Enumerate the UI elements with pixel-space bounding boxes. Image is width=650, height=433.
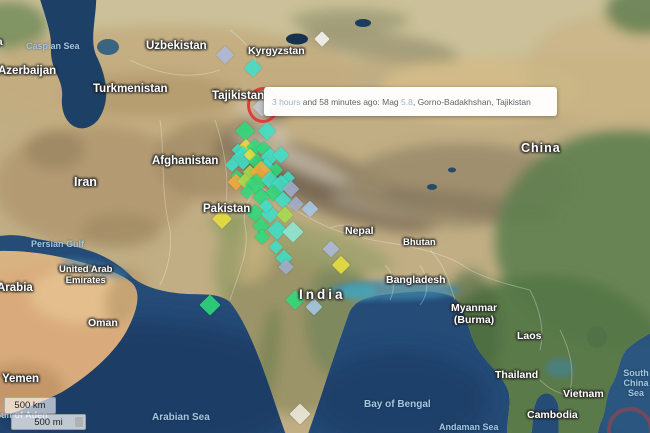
quake-marker[interactable]: [289, 403, 311, 425]
quake-marker[interactable]: [254, 229, 270, 245]
quake-marker[interactable]: [285, 290, 305, 310]
scale-bar-mi: 500 mi: [11, 414, 86, 430]
tooltip-segment: and 58 minutes ago: Mag: [300, 96, 402, 107]
quake-tooltip-text: 3 hours and 58 minutes ago: Mag 5.8, Gor…: [272, 97, 531, 107]
quake-marker[interactable]: [301, 200, 319, 218]
quake-marker[interactable]: [257, 121, 277, 141]
quake-marker[interactable]: [276, 206, 294, 224]
quake-marker[interactable]: [243, 58, 263, 78]
quake-marker[interactable]: [305, 298, 323, 316]
quake-marker[interactable]: [322, 240, 340, 258]
quake-marker[interactable]: [282, 221, 304, 243]
scale-mi-label: 500 mi: [34, 416, 63, 428]
tooltip-segment-muted: 3 hours: [272, 96, 301, 107]
scale-notch: [75, 417, 83, 427]
scale-km-label: 500 km: [14, 400, 46, 411]
tooltip-segment-muted: 5.8: [401, 96, 413, 107]
scale-bar-km: 500 km: [4, 397, 56, 414]
quake-marker[interactable]: [212, 209, 232, 229]
quake-marker[interactable]: [199, 294, 221, 316]
quake-marker[interactable]: [215, 45, 235, 65]
tooltip-segment: , Gorno-Badakhshan, Tajikistan: [412, 96, 531, 107]
quake-marker[interactable]: [235, 121, 255, 141]
quake-tooltip[interactable]: 3 hours and 58 minutes ago: Mag 5.8, Gor…: [264, 87, 557, 116]
quake-marker[interactable]: [331, 255, 351, 275]
quake-marker[interactable]: [314, 31, 330, 47]
